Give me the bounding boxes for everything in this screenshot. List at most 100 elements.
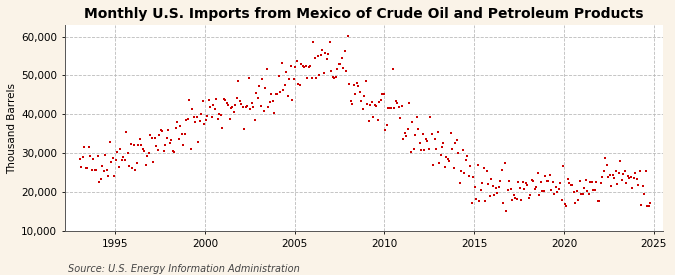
Point (269, 111, 280, 115)
Point (429, 137, 440, 142)
Point (219, 97, 230, 102)
Point (229, 110, 240, 114)
Point (591, 180, 601, 184)
Point (85, 154, 96, 158)
Point (103, 174, 113, 178)
Point (341, 68, 352, 73)
Point (637, 184, 648, 188)
Point (296, 61, 306, 66)
Point (235, 98, 246, 103)
Point (314, 73, 325, 77)
Point (148, 160, 159, 164)
Point (161, 136, 172, 140)
Point (215, 113, 226, 117)
Point (302, 75, 313, 80)
Point (92, 154, 103, 159)
Point (612, 182, 622, 187)
Point (539, 189, 549, 193)
Point (516, 198, 526, 202)
Point (487, 184, 498, 188)
Point (568, 190, 579, 195)
Point (481, 169, 492, 173)
Point (282, 94, 293, 98)
Point (537, 189, 547, 193)
Point (178, 143, 188, 147)
Point (466, 201, 477, 205)
Point (375, 98, 386, 102)
Point (184, 98, 194, 102)
Point (257, 76, 268, 81)
Point (471, 197, 482, 201)
Point (74, 157, 85, 161)
Point (636, 203, 647, 207)
Point (574, 179, 585, 183)
Point (119, 158, 130, 163)
Point (206, 114, 217, 119)
Point (213, 112, 224, 117)
Point (441, 155, 452, 160)
Point (348, 83, 359, 88)
Point (485, 194, 495, 198)
Point (519, 186, 530, 191)
Point (404, 101, 414, 105)
Point (420, 137, 431, 141)
Point (475, 187, 486, 192)
Point (115, 147, 126, 151)
Point (428, 163, 439, 167)
Point (134, 137, 145, 141)
Point (113, 164, 124, 169)
Point (518, 180, 529, 184)
Point (364, 102, 375, 107)
Point (198, 122, 209, 127)
Point (498, 200, 509, 205)
Point (256, 103, 267, 108)
Point (472, 163, 483, 167)
Point (155, 127, 166, 132)
Point (259, 109, 269, 114)
Point (130, 168, 140, 173)
Point (639, 192, 649, 196)
Point (535, 180, 546, 184)
Point (116, 158, 127, 163)
Point (84, 144, 95, 149)
Point (146, 136, 157, 140)
Point (230, 102, 241, 107)
Point (368, 115, 379, 119)
Point (254, 84, 265, 88)
Point (175, 124, 186, 128)
Point (347, 101, 358, 106)
Point (628, 176, 639, 181)
Point (554, 187, 564, 191)
Point (603, 174, 614, 179)
Point (508, 192, 519, 197)
Point (479, 166, 489, 170)
Point (549, 192, 560, 196)
Point (416, 148, 427, 152)
Point (392, 101, 402, 106)
Point (459, 171, 470, 175)
Point (587, 179, 597, 184)
Point (182, 117, 193, 121)
Point (513, 180, 524, 185)
Point (556, 198, 567, 202)
Point (529, 186, 540, 191)
Point (139, 149, 150, 153)
Point (426, 132, 437, 136)
Point (76, 164, 87, 169)
Point (196, 112, 207, 116)
Point (225, 105, 236, 110)
Point (221, 100, 232, 105)
Point (167, 148, 178, 153)
Point (601, 163, 612, 167)
Point (124, 163, 134, 168)
Point (610, 169, 621, 173)
Point (525, 193, 536, 197)
Point (507, 197, 518, 202)
Point (187, 106, 198, 111)
Point (344, 82, 354, 86)
Point (326, 68, 337, 73)
Point (217, 125, 227, 130)
Point (414, 140, 425, 145)
Point (335, 62, 346, 67)
Point (618, 172, 628, 176)
